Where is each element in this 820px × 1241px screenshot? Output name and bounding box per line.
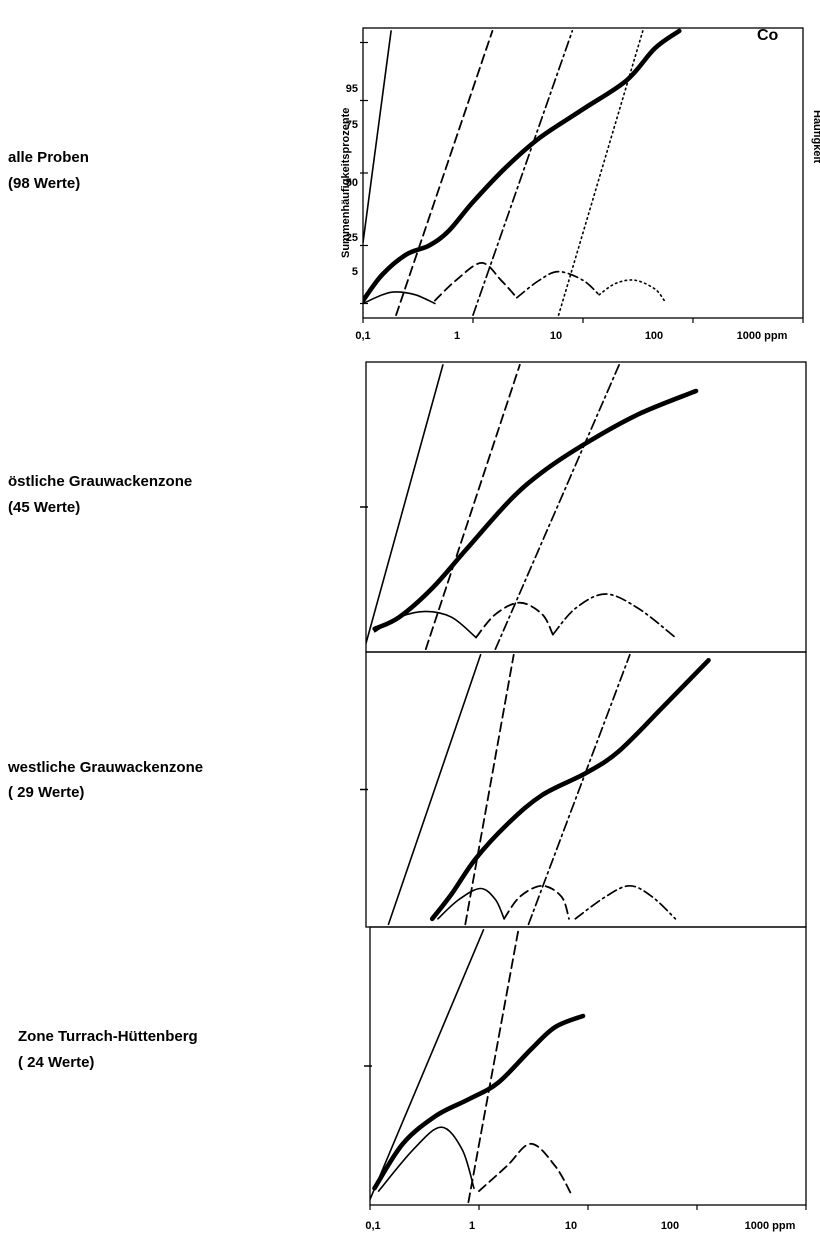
panel-3: [364, 926, 807, 1210]
series-thick-1-0: [372, 388, 699, 632]
x-tick-label-1000-bottom: 1000 ppm: [745, 1220, 796, 1232]
series-dotted-0-4: [557, 30, 644, 316]
series-thick-2-0: [429, 658, 711, 922]
series-dotted-0-8: [598, 279, 666, 302]
panel-label-turrach: Zone Turrach-Hüttenberg: [18, 1028, 198, 1045]
series-dash-dot-0-7: [515, 270, 600, 299]
panel-count-west: ( 29 Werte): [8, 784, 84, 801]
element-label: Co: [757, 27, 779, 44]
panel-series-1: [366, 364, 699, 650]
series-dashed-3-2: [467, 928, 520, 1204]
series-dash-dot-2-3: [527, 653, 631, 926]
panel-0: [360, 27, 804, 323]
panel-series-2: [387, 653, 711, 926]
x-tick-label-10-bottom: 10: [565, 1220, 577, 1232]
series-dashed-3-4: [478, 1142, 572, 1195]
panel-label-all: alle Proben: [8, 149, 89, 166]
series-solid-0-5: [363, 291, 436, 305]
panel-1: [360, 361, 807, 653]
y-tick-label-50: 50: [346, 177, 358, 189]
series-thick-3-0: [372, 1013, 586, 1191]
x-tick-label-100-top: 100: [645, 330, 663, 342]
series-solid-1-1: [366, 364, 444, 645]
series-thick-0-0: [363, 28, 682, 303]
panel-series-0: [363, 28, 682, 316]
series-dash-dot-2-6: [574, 884, 677, 920]
y-tick-label-25: 25: [346, 232, 358, 244]
y-tick-label-75: 75: [346, 119, 358, 131]
series-solid-3-3: [377, 1126, 475, 1192]
panel-frame-2: [365, 651, 807, 928]
panel-label-east: östliche Grauwackenzone: [8, 473, 192, 490]
y-tick-label-5: 5: [352, 266, 358, 278]
panel-frame-0: [362, 27, 804, 319]
series-solid-2-1: [387, 654, 482, 926]
x-tick-label-1-bottom: 1: [469, 1220, 475, 1232]
panel-frame-3: [369, 926, 807, 1206]
panel-2: [360, 651, 807, 928]
series-solid-2-4: [437, 887, 505, 920]
x-tick-label-0.1-bottom: 0,1: [365, 1220, 380, 1232]
series-dashed-2-2: [464, 653, 515, 926]
series-dashed-1-2: [424, 364, 521, 650]
series-dashed-1-5: [475, 601, 554, 639]
plot-area: [360, 27, 807, 1210]
series-dash-dot-1-6: [552, 593, 677, 639]
panel-count-turrach: ( 24 Werte): [18, 1054, 94, 1071]
series-dash-dot-1-3: [494, 364, 620, 650]
panel-series-3: [370, 928, 586, 1204]
y2-axis-title: Häufigkeit: [811, 110, 820, 164]
series-dashed-0-2: [395, 30, 494, 316]
y-axis-title: Summenhäufigkeitsprozente: [340, 108, 352, 258]
x-tick-label-1-top: 1: [454, 330, 460, 342]
x-tick-label-0.1-top: 0,1: [355, 330, 370, 342]
y-tick-label-95: 95: [346, 83, 358, 95]
series-solid-0-1: [363, 30, 392, 244]
series-dashed-0-6: [434, 262, 518, 302]
series-solid-1-4: [373, 610, 477, 639]
panel-count-east: (45 Werte): [8, 499, 80, 516]
x-tick-label-10-top: 10: [550, 330, 562, 342]
x-tick-label-100-bottom: 100: [661, 1220, 679, 1232]
panel-label-west: westliche Grauwackenzone: [7, 759, 203, 776]
panel-count-all: (98 Werte): [8, 175, 80, 192]
series-solid-3-1: [370, 929, 485, 1201]
series-dashed-2-5: [503, 884, 570, 920]
x-tick-label-1000-top: 1000 ppm: [737, 330, 788, 342]
